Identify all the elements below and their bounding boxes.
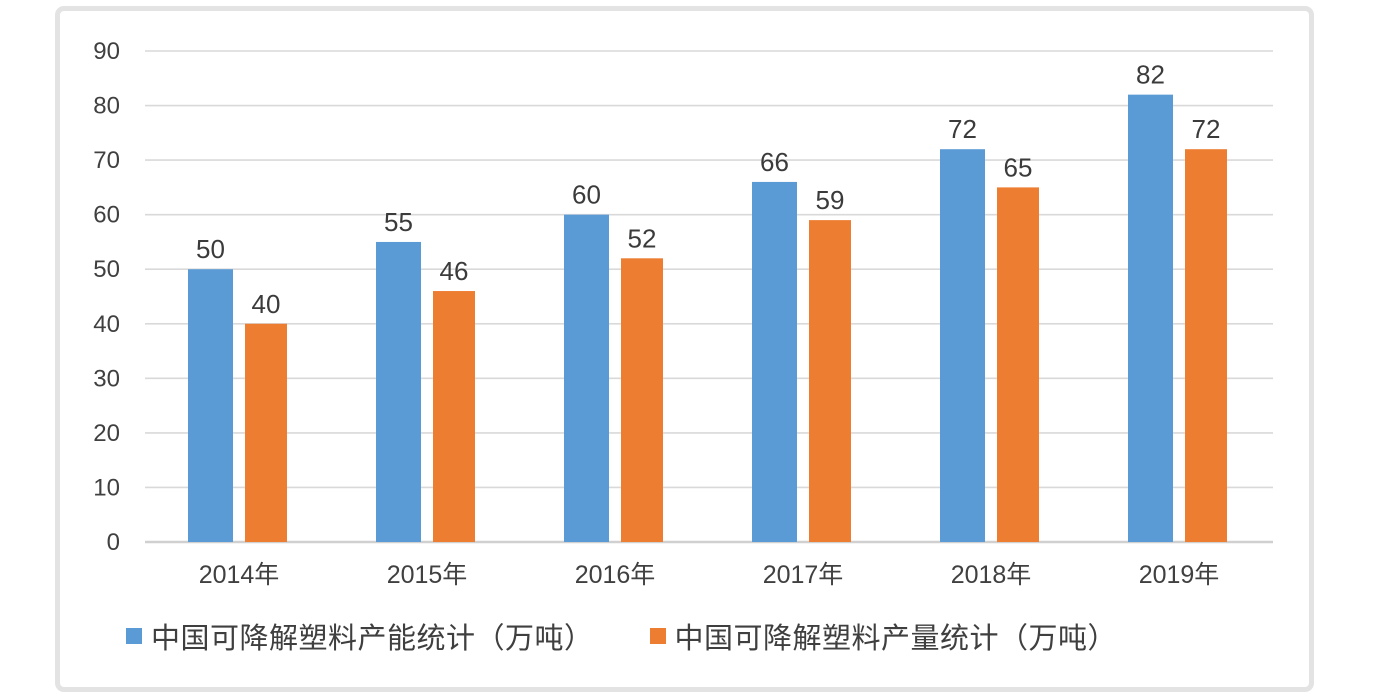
legend-swatch-capacity-icon — [126, 628, 142, 644]
bar-chart-plot-area: 0 10 20 30 40 50 60 70 80 90 50 40 2014年 55 46 2015年 60 5… — [93, 38, 1273, 589]
x-tick-label-2016年: 2016年 — [575, 561, 656, 589]
bar-capacity-2014年 — [188, 269, 233, 542]
x-tick-label-2019年: 2019年 — [1139, 561, 1220, 589]
value-label-output-2014年: 40 — [252, 289, 281, 319]
y-tick-label-60: 60 — [93, 202, 120, 229]
y-tick-label-0: 0 — [107, 529, 120, 556]
y-tick-label-10: 10 — [93, 474, 120, 501]
bar-capacity-2016年 — [564, 214, 609, 542]
bar-output-2014年 — [245, 323, 287, 542]
y-tick-label-20: 20 — [93, 420, 120, 447]
legend-item-output: 中国可降解塑料产量统计（万吨） — [649, 615, 1118, 657]
y-tick-label-50: 50 — [93, 256, 120, 283]
legend-item-capacity: 中国可降解塑料产能统计（万吨） — [126, 615, 594, 657]
bar-output-2016年 — [621, 258, 663, 542]
legend-label-capacity: 中国可降解塑料产能统计（万吨） — [151, 623, 594, 655]
bar-capacity-2017年 — [752, 181, 797, 542]
x-tick-label-2018年: 2018年 — [951, 561, 1032, 589]
x-tick-label-2015年: 2015年 — [387, 561, 468, 589]
value-label-capacity-2017年: 66 — [760, 147, 789, 177]
y-tick-label-40: 40 — [93, 311, 120, 338]
legend-label-output: 中国可降解塑料产量统计（万吨） — [674, 623, 1118, 655]
legend: 中国可降解塑料产能统计（万吨） 中国可降解塑料产量统计（万吨） — [126, 615, 1117, 657]
bar-output-2018年 — [997, 187, 1039, 542]
x-tick-label-2014年: 2014年 — [199, 561, 280, 589]
value-label-output-2015年: 46 — [440, 256, 469, 286]
bar-capacity-2019年 — [1128, 94, 1173, 543]
bar-capacity-2018年 — [940, 149, 985, 542]
value-label-capacity-2018年: 72 — [948, 114, 977, 144]
y-tick-label-90: 90 — [93, 38, 120, 65]
bar-capacity-2015年 — [376, 241, 421, 542]
x-tick-label-2017年: 2017年 — [763, 561, 844, 589]
bar-output-2015年 — [433, 291, 475, 542]
legend-swatch-output-icon — [649, 628, 666, 644]
y-tick-label-80: 80 — [93, 93, 120, 120]
value-label-capacity-2019年: 82 — [1136, 60, 1165, 90]
value-label-output-2017年: 59 — [816, 185, 845, 215]
value-label-capacity-2015年: 55 — [384, 207, 413, 237]
bar-output-2019年 — [1185, 149, 1227, 542]
value-label-capacity-2014年: 50 — [196, 234, 225, 264]
value-label-capacity-2016年: 60 — [572, 180, 601, 210]
y-tick-label-70: 70 — [93, 147, 120, 174]
bar-output-2017年 — [809, 220, 851, 542]
y-tick-label-30: 30 — [93, 365, 120, 392]
value-label-output-2018年: 65 — [1004, 152, 1033, 182]
value-label-output-2019年: 72 — [1192, 114, 1221, 144]
value-label-output-2016年: 52 — [628, 223, 657, 253]
chart-frame: 0 10 20 30 40 50 60 70 80 90 50 40 2014年 55 46 2015年 60 5… — [55, 6, 1314, 692]
